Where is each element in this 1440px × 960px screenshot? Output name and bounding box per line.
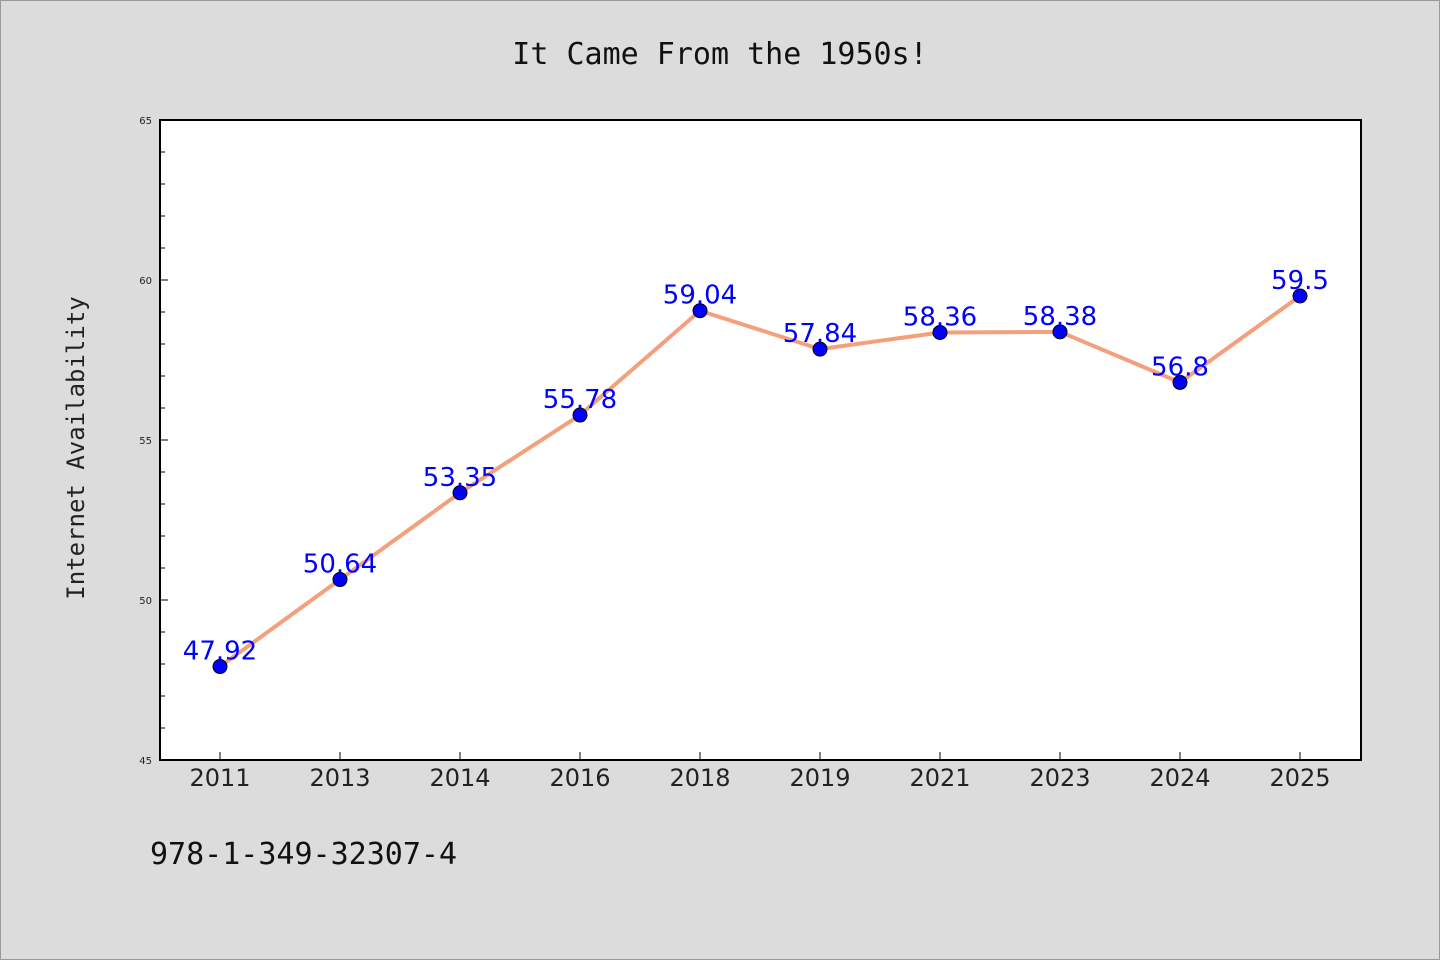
y-tick-label: 65 [139, 116, 152, 127]
data-point [1172, 374, 1188, 390]
y-axis: 45 50 55 60 65 [139, 116, 168, 767]
isbn-text: 978-1-349-32307-4 [150, 837, 457, 872]
plot-area [159, 119, 1362, 761]
data-label: 57.84 [783, 319, 857, 349]
x-tick-label: 2019 [789, 764, 850, 792]
x-tick-label: 2013 [309, 764, 370, 792]
data-label: 47.92 [183, 637, 257, 667]
data-label: 58.38 [1023, 302, 1097, 332]
x-tick-label: 2025 [1269, 764, 1330, 792]
data-label: 56.8 [1151, 352, 1209, 382]
x-tick-label: 2016 [549, 764, 610, 792]
y-tick-label: 60 [139, 276, 152, 287]
series-line [218, 294, 1302, 669]
data-point [812, 341, 828, 357]
data-point [932, 324, 948, 340]
x-tick-label: 2024 [1149, 764, 1210, 792]
x-tick-label: 2021 [909, 764, 970, 792]
data-point [332, 572, 348, 588]
data-point [452, 485, 468, 501]
data-label: 58.36 [903, 302, 977, 332]
data-point [572, 407, 588, 423]
data-label: 59.04 [663, 281, 737, 311]
chart-title: It Came From the 1950s! [512, 37, 927, 72]
data-label: 50.64 [303, 550, 377, 580]
data-label: 59.5 [1271, 266, 1329, 296]
data-point [212, 659, 228, 675]
x-axis: 2011 2013 2014 2016 2018 2019 2021 2023 2024 2025 [189, 752, 1331, 792]
data-labels-group: 47.92 50.64 53.35 55.78 59.04 57.84 58.36 58.38… [183, 266, 1329, 667]
data-point [692, 303, 708, 319]
y-tick-label: 55 [139, 436, 152, 447]
y-axis-label: Internet Availability [62, 296, 90, 599]
data-label: 55.78 [543, 385, 617, 415]
x-tick-label: 2023 [1029, 764, 1090, 792]
data-point [1292, 288, 1308, 304]
y-tick-label: 45 [139, 756, 152, 767]
y-tick-label: 50 [139, 596, 152, 607]
data-point [1052, 324, 1068, 340]
x-tick-label: 2014 [429, 764, 490, 792]
x-tick-label: 2018 [669, 764, 730, 792]
x-tick-label: 2011 [189, 764, 250, 792]
series-group [212, 288, 1308, 675]
data-label: 53.35 [423, 463, 497, 493]
